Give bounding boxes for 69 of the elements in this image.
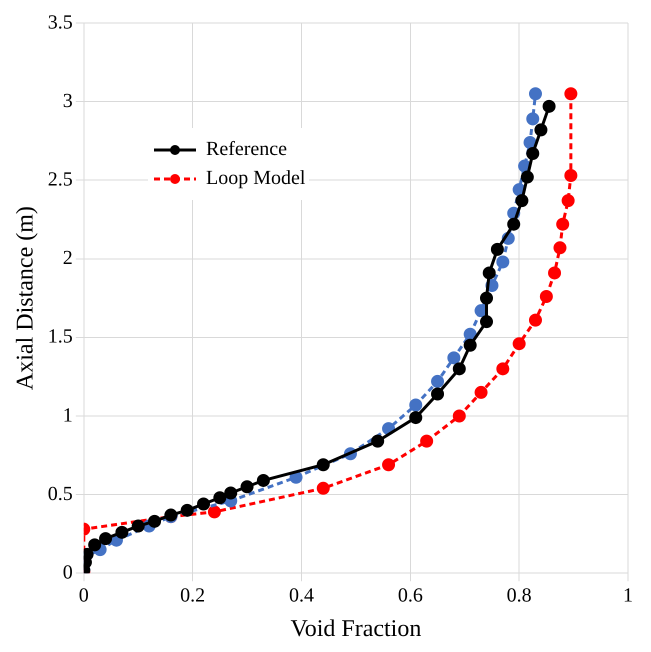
- point: [556, 218, 570, 231]
- point: [496, 362, 510, 376]
- point: [534, 123, 548, 136]
- y-tick-label: 0.5: [48, 482, 73, 505]
- x-tick-label: 0: [78, 584, 89, 606]
- point: [526, 146, 540, 160]
- y-tick-label: 0: [62, 561, 73, 584]
- point: [548, 266, 562, 280]
- y-tick-label: 2.5: [48, 168, 73, 190]
- point: [213, 491, 226, 504]
- point: [524, 136, 537, 149]
- point: [99, 532, 112, 546]
- point: [431, 387, 444, 400]
- point: [528, 314, 542, 327]
- x-axis-title: Void Fraction: [290, 616, 422, 642]
- point: [564, 87, 578, 100]
- point: [447, 351, 460, 364]
- point: [197, 498, 210, 511]
- legend-label: Reference: [206, 138, 288, 161]
- point: [452, 362, 466, 376]
- point: [526, 112, 540, 126]
- y-tick-label: 1.5: [48, 326, 73, 348]
- point: [496, 255, 510, 268]
- point: [540, 290, 553, 304]
- x-tick-label: 0.8: [506, 584, 532, 606]
- point: [542, 100, 556, 113]
- point: [240, 480, 254, 494]
- x-tick-label: 1: [623, 584, 633, 606]
- point: [480, 315, 494, 328]
- point: [528, 87, 542, 100]
- x-tick-label: 0.4: [288, 584, 314, 606]
- point: [382, 458, 396, 472]
- point: [520, 170, 534, 184]
- point: [562, 194, 575, 208]
- y-tick-label: 2: [62, 247, 73, 270]
- point: [507, 218, 520, 231]
- point: [224, 486, 238, 500]
- point: [564, 168, 578, 182]
- point: [132, 520, 145, 533]
- point: [480, 292, 494, 305]
- point: [88, 538, 102, 552]
- point: [420, 434, 434, 448]
- y-tick-label: 3.5: [48, 11, 73, 34]
- point: [553, 241, 566, 254]
- point: [464, 338, 477, 352]
- point: [474, 386, 488, 399]
- point: [464, 328, 477, 341]
- point: [409, 411, 422, 424]
- point: [452, 410, 466, 422]
- point: [371, 434, 384, 448]
- point: [316, 458, 330, 472]
- point: [409, 398, 422, 412]
- x-tick-label: 0.2: [180, 584, 206, 606]
- x-tick-label: 0.6: [398, 584, 423, 606]
- point: [515, 194, 528, 208]
- point: [490, 242, 504, 256]
- point: [256, 474, 270, 487]
- y-tick-label: 1: [62, 404, 73, 426]
- point: [431, 374, 444, 388]
- point: [208, 505, 221, 518]
- point: [482, 266, 496, 280]
- y-tick-label: 3: [62, 90, 73, 112]
- point: [316, 482, 330, 495]
- point: [148, 514, 162, 528]
- point: [115, 526, 128, 539]
- point: [512, 337, 526, 350]
- legend-label: Loop Model: [206, 167, 306, 190]
- y-axis-title: Axial Distance (m): [12, 206, 39, 390]
- point: [180, 504, 194, 517]
